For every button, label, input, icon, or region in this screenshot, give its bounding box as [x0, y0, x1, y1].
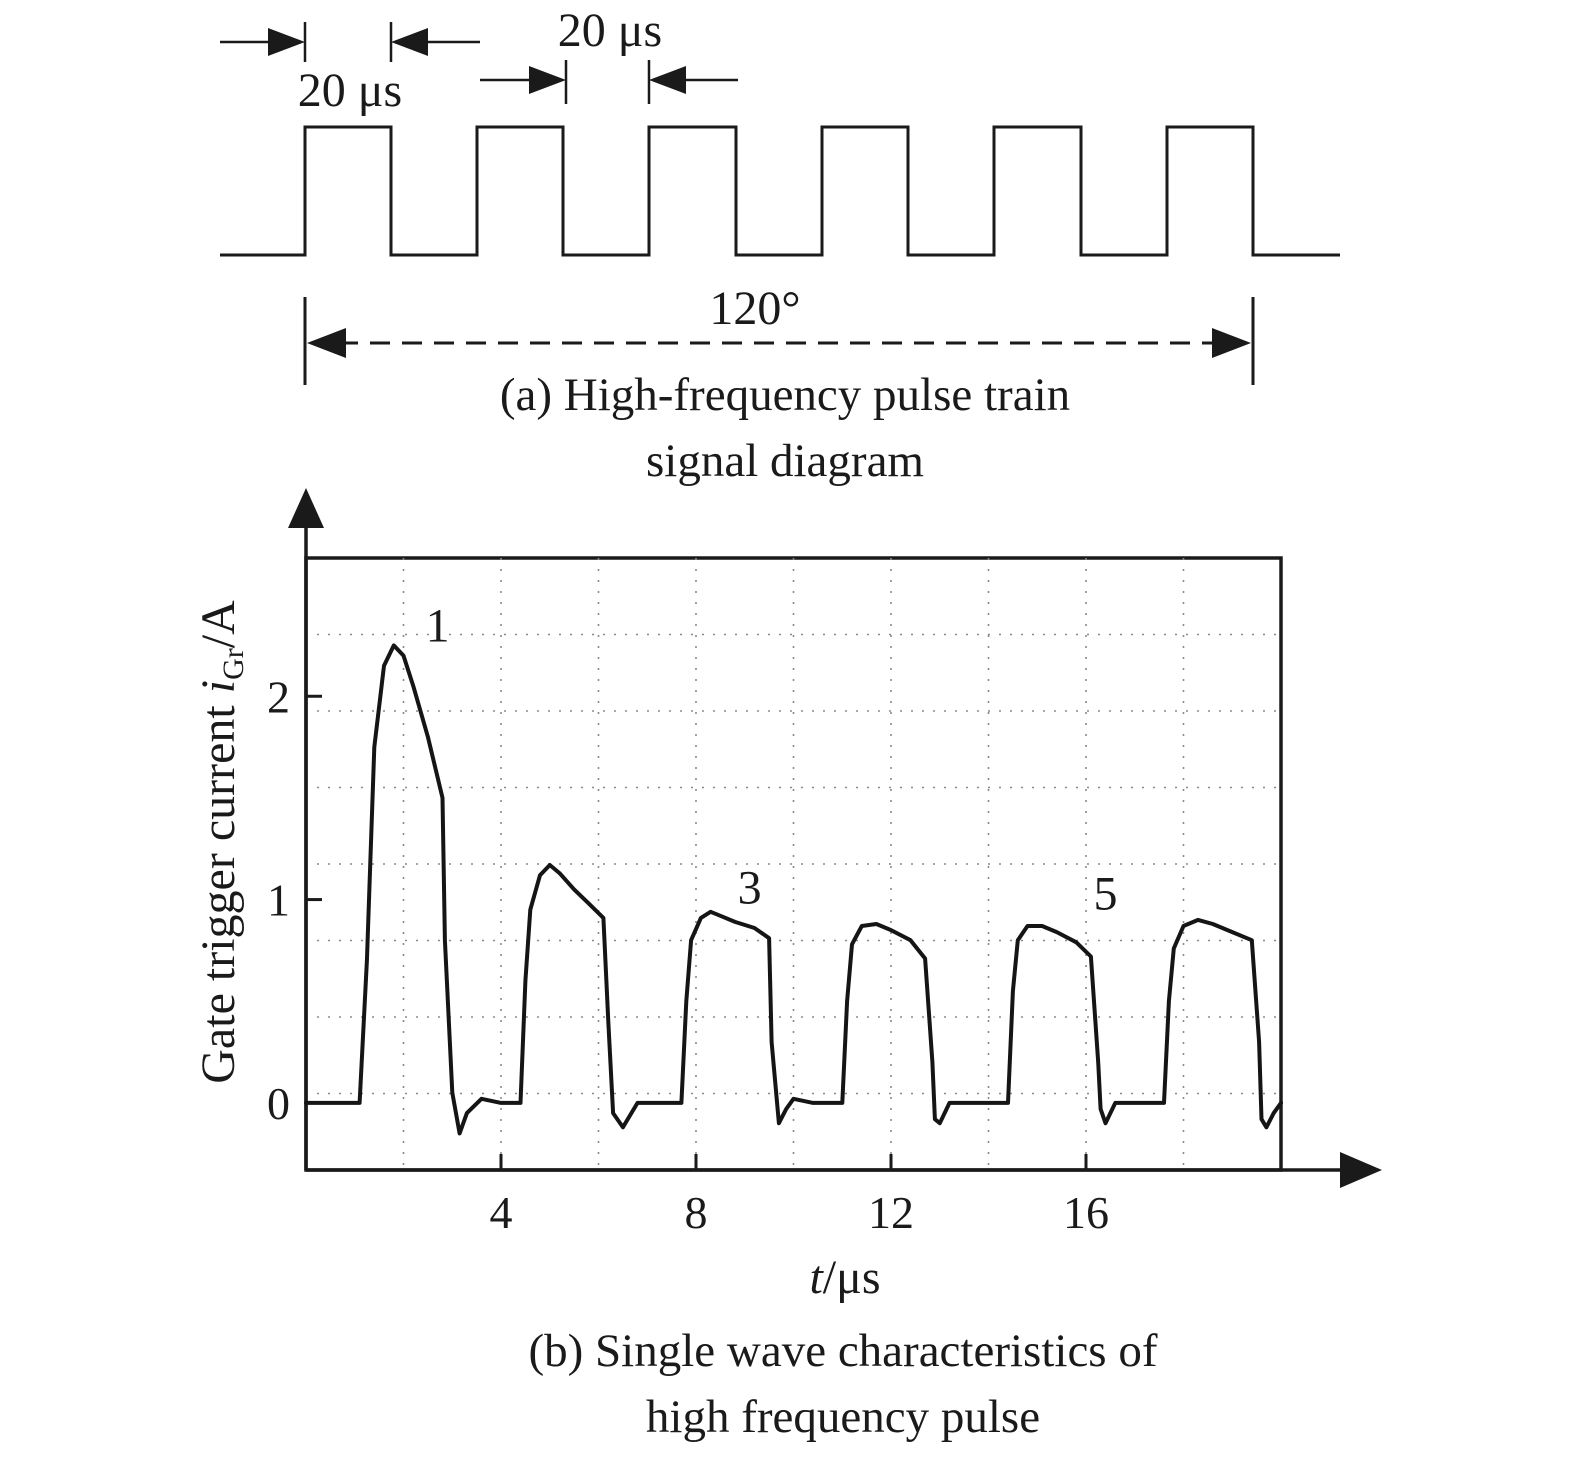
y-tick-label: 2: [267, 671, 290, 722]
caption-b-line1: (b) Single wave characteristics of: [528, 1325, 1157, 1377]
caption-a-line1: (a) High-frequency pulse train: [500, 369, 1070, 421]
gap-arrow-left-head: [529, 66, 566, 94]
span-angle-label: 120°: [709, 282, 800, 335]
plot-frame: [304, 556, 1283, 1172]
peak-labels: 1 3 5: [426, 599, 1118, 920]
y-tick-label: 0: [267, 1078, 290, 1129]
caption-b-line2: high frequency pulse: [646, 1391, 1040, 1443]
y-tick-label: 1: [267, 875, 290, 926]
x-tick-label: 16: [1063, 1187, 1109, 1238]
pulse-gap-label: 20 μs: [558, 4, 662, 57]
x-tick-label: 12: [868, 1187, 914, 1238]
peak-label: 3: [738, 862, 762, 915]
x-tick-label: 8: [685, 1187, 708, 1238]
gate-current-trace: [304, 643, 1283, 1136]
span-arrow-right-head: [1212, 328, 1251, 358]
y-axis-unit: /A: [192, 600, 245, 648]
pulse-train-waveform: [220, 125, 1340, 257]
y-axis-variable: i: [192, 680, 245, 693]
x-tick-label: 4: [490, 1187, 513, 1238]
pulse-width-label: 20 μs: [298, 64, 402, 117]
y-axis-arrow: [288, 488, 324, 528]
y-axis-subscript: Gr: [217, 648, 250, 680]
trace-layer: [304, 643, 1283, 1136]
y-axis-label-main: Gate trigger current: [192, 693, 245, 1083]
width-arrow-left-head: [268, 28, 305, 56]
x-axis-label: t/μs: [809, 1251, 880, 1304]
span-arrow-left-head: [307, 328, 346, 358]
peak-label: 5: [1094, 868, 1118, 921]
x-axis-variable: t: [809, 1251, 824, 1304]
x-axis-unit: /μs: [823, 1251, 881, 1304]
caption-a-line2: signal diagram: [646, 435, 924, 487]
pulse-train-diagram: 20 μs 20 μs 120° (a) High-frequency puls…: [220, 4, 1340, 487]
y-axis-label: Gate trigger current iGr/A: [192, 600, 250, 1084]
gap-arrow-right-head: [649, 66, 686, 94]
x-axis-arrow: [1340, 1152, 1382, 1188]
peak-label: 1: [426, 599, 450, 652]
width-arrow-right-head: [391, 28, 428, 56]
